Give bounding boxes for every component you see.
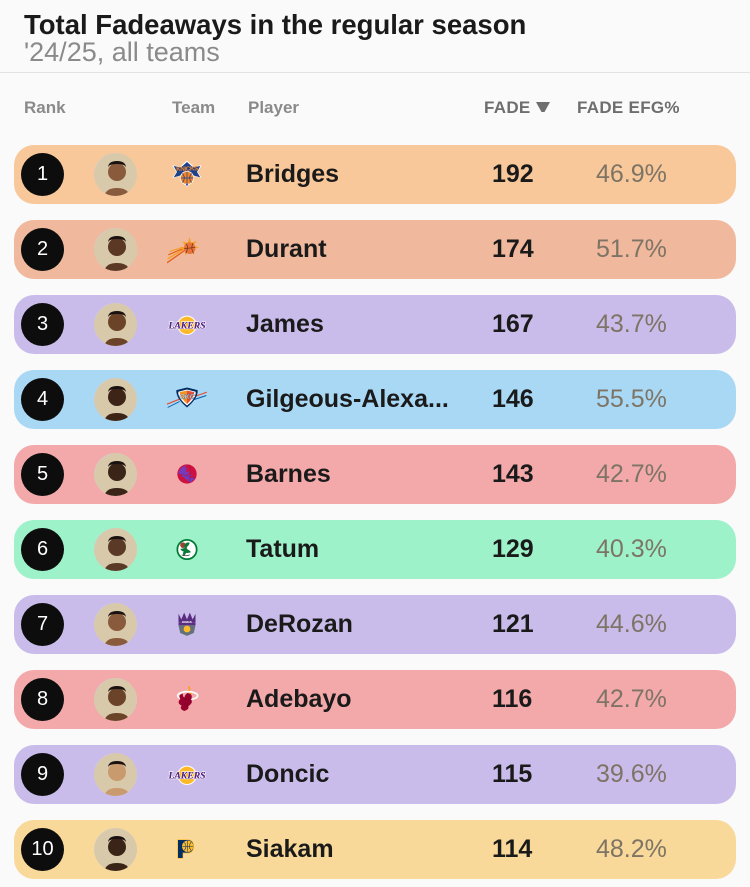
svg-text:LAKERS: LAKERS	[167, 771, 205, 782]
svg-text:KNICKS: KNICKS	[176, 165, 198, 173]
svg-text:OKC: OKC	[179, 394, 196, 401]
svg-text:LAKERS: LAKERS	[167, 321, 205, 332]
svg-text:KINGS: KINGS	[182, 619, 192, 623]
